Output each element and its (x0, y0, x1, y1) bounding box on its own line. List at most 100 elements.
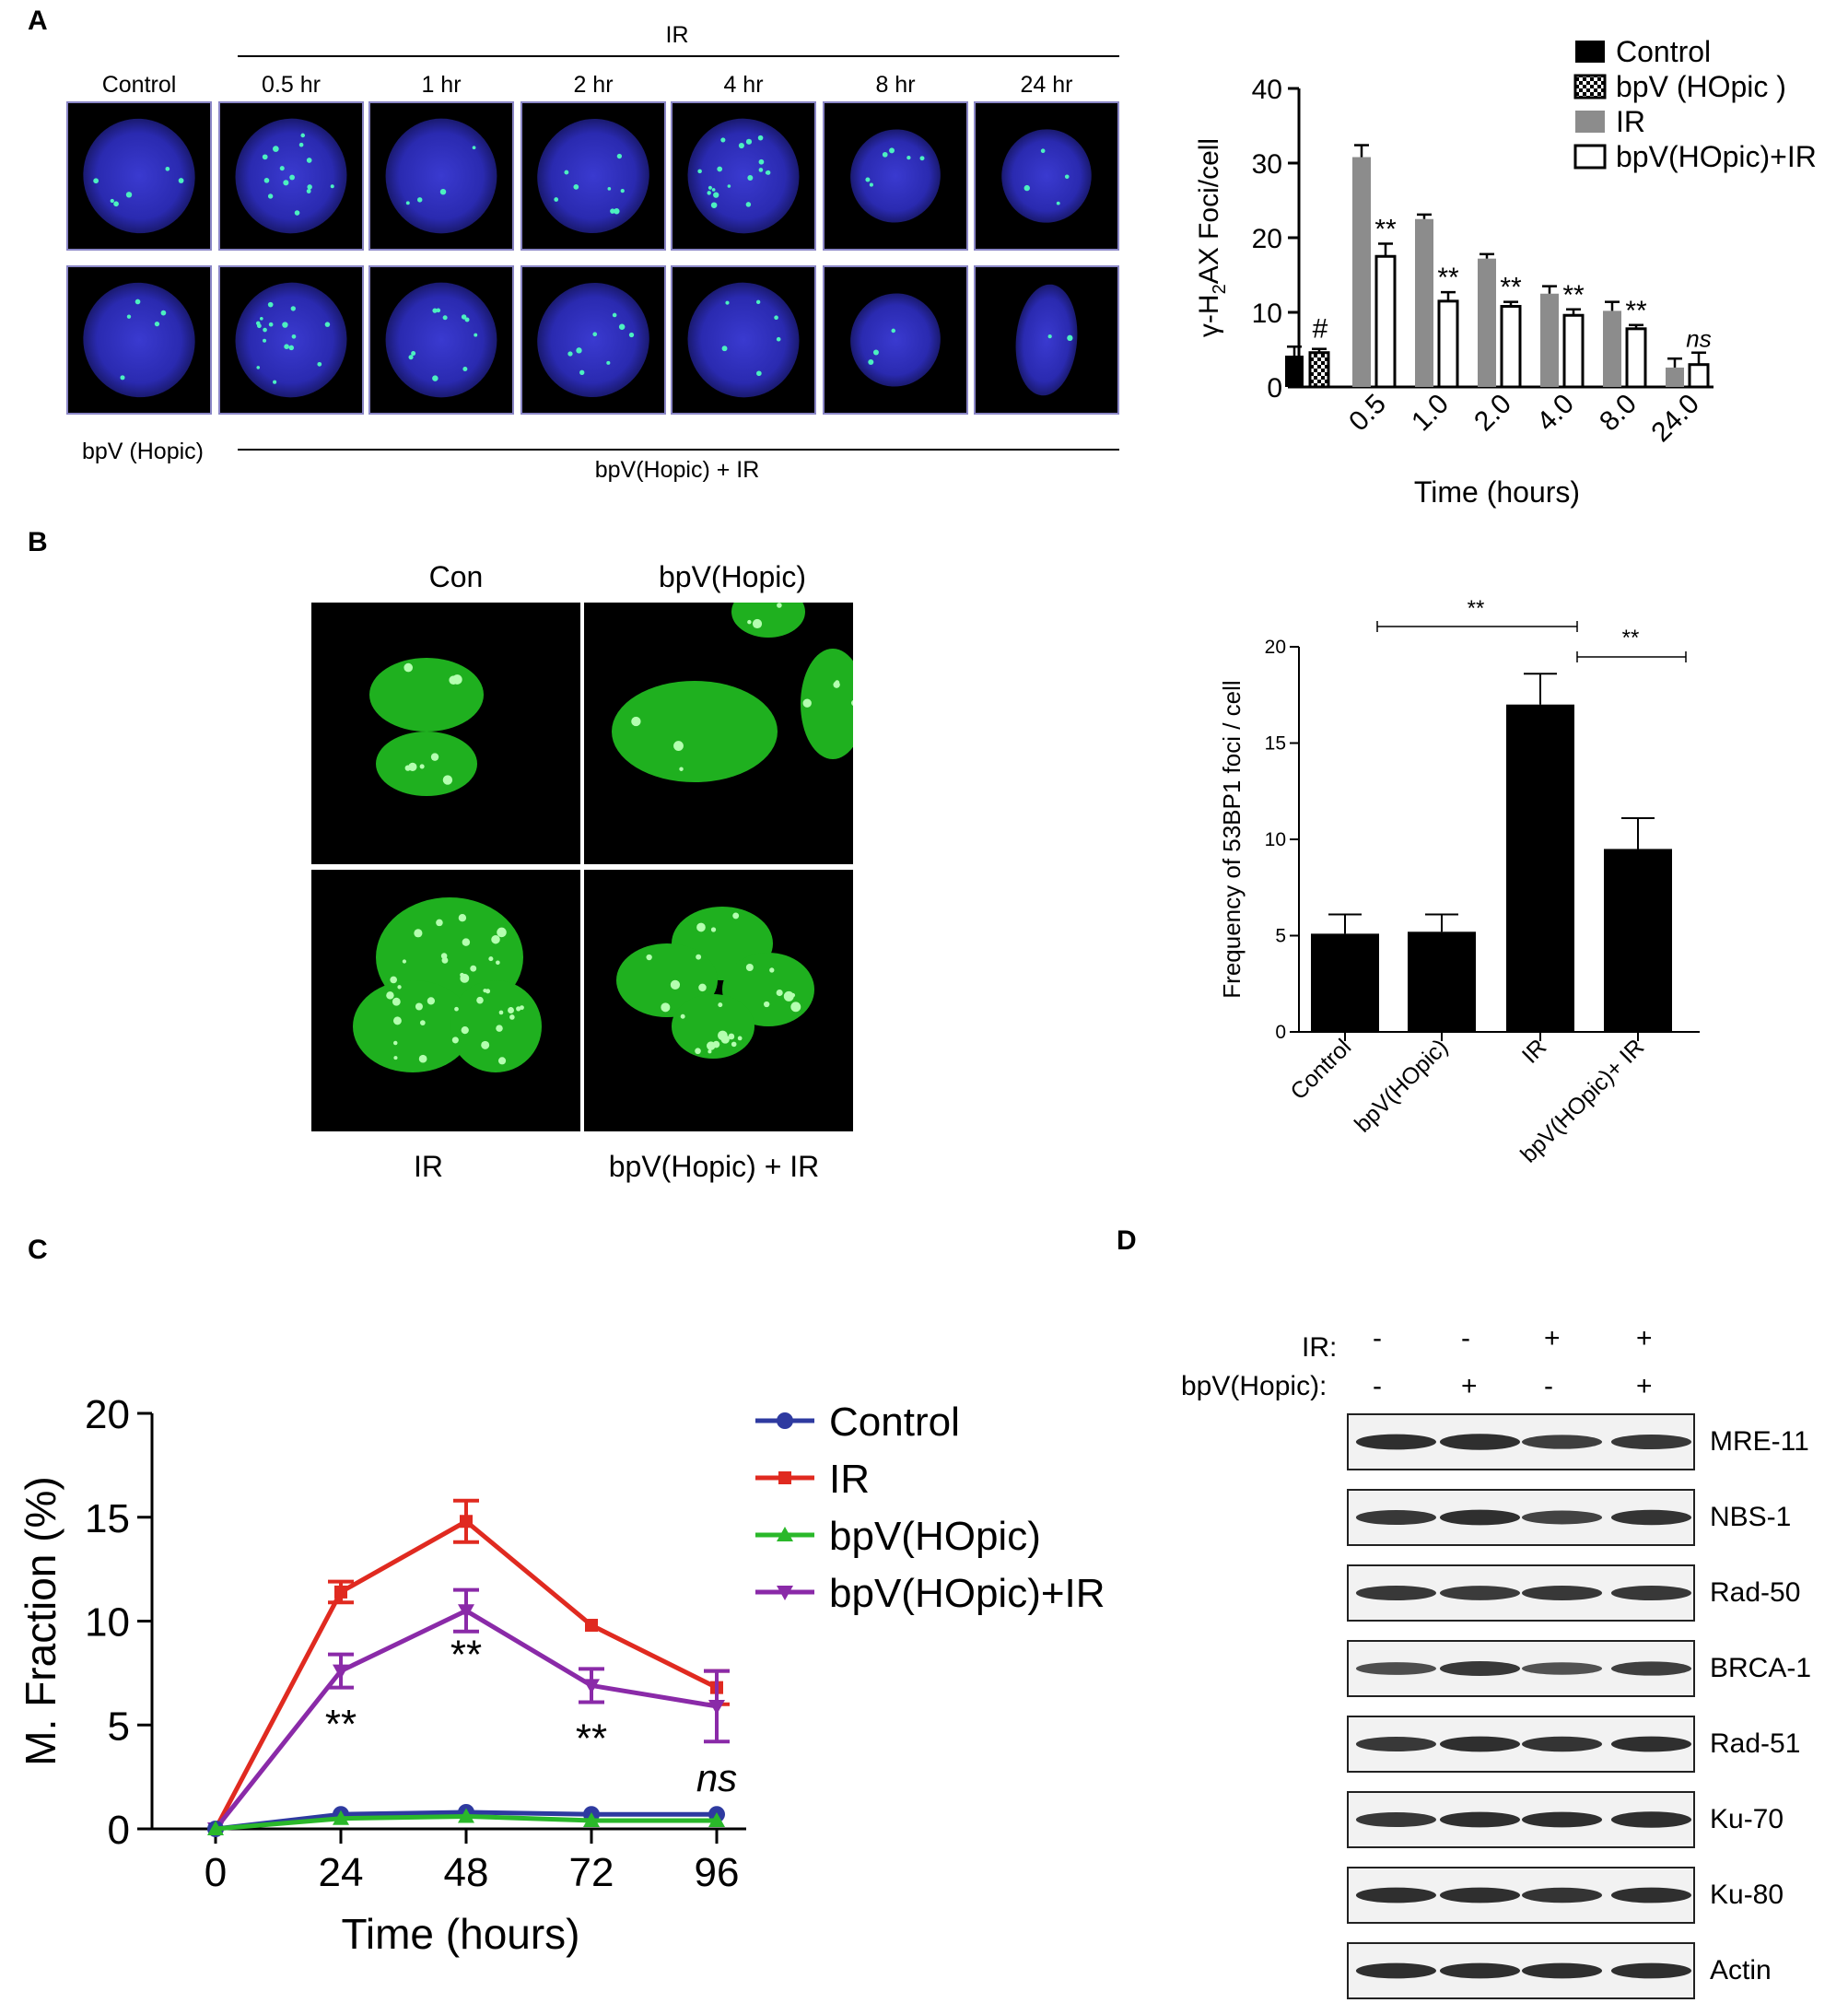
focus-dot (708, 1049, 712, 1054)
significance-mark: ** (450, 1632, 482, 1677)
focus-dot (567, 351, 573, 357)
focus-dot (496, 1025, 503, 1032)
micrograph-cell (974, 265, 1119, 415)
focus-dot (802, 698, 812, 708)
nucleus (83, 282, 195, 398)
focus-dot (432, 308, 438, 313)
focus-dot (756, 370, 762, 377)
focus-dot (776, 336, 781, 342)
panel-label-d: D (1117, 1225, 1137, 1256)
protein-band (1521, 1510, 1603, 1525)
focus-dot (697, 169, 702, 174)
focus-dot (790, 992, 796, 998)
focus-dot (755, 299, 761, 305)
focus-dot (519, 1005, 524, 1011)
focus-dot (483, 989, 487, 993)
focus-dot (737, 1036, 743, 1041)
focus-dot (461, 314, 467, 320)
ir-header-label: IR (665, 22, 689, 48)
focus-dot (498, 1010, 504, 1015)
focus-dot (290, 306, 296, 311)
focus-dot (462, 366, 468, 371)
significance-mark: ** (1500, 273, 1522, 303)
y-tick-label: 30 (1252, 149, 1282, 180)
focus-dot (397, 985, 402, 990)
label-bpv: bpV(Hopic) (658, 560, 807, 593)
nucleus (385, 118, 497, 234)
protein-band (1610, 1434, 1692, 1450)
nucleus (687, 118, 800, 234)
data-point (333, 1810, 349, 1825)
focus-dot (165, 166, 170, 171)
53bp1-foci-chart: 0 5 10 15 20 Frequency of 53BP1 foci / cell Co… (1218, 596, 1700, 1168)
protein-label: Actin (1710, 1955, 1772, 1985)
focus-dot (1023, 184, 1030, 192)
protein-label: Rad-50 (1710, 1577, 1801, 1608)
focus-dot (405, 201, 410, 205)
data-point (334, 1585, 347, 1599)
focus-dot (774, 315, 778, 321)
significance-mark: ** (1625, 296, 1647, 326)
nucleus (537, 282, 649, 398)
y-tick-label: 40 (1252, 75, 1282, 105)
ir-sign: + (1636, 1323, 1653, 1353)
focus-dot (442, 775, 453, 785)
bpv-ir-header-line (238, 449, 1119, 451)
bpv-row-left-label: bpV (Hopic) (82, 439, 204, 464)
protein-band (1521, 1662, 1603, 1675)
x-tick-label: Control (1285, 1034, 1356, 1105)
ir-header-line (238, 55, 1119, 57)
focus-dot (758, 168, 764, 172)
label-con: Con (428, 560, 484, 593)
focus-dot (673, 741, 684, 751)
data-point (460, 1515, 473, 1529)
micrograph-col-label: 2 hr (573, 72, 614, 98)
nucleus (731, 603, 805, 638)
focus-dot (718, 1002, 723, 1008)
significance-mark: ** (1622, 626, 1640, 650)
micrograph-cell (671, 101, 816, 251)
data-point (333, 1664, 349, 1680)
bar-ir (1666, 367, 1684, 387)
focus-dot (661, 1002, 671, 1013)
focus-dot (154, 321, 160, 327)
focus-dot (419, 764, 425, 769)
focus-dot (835, 680, 840, 685)
y-tick-label: 10 (1265, 829, 1286, 850)
legend-entry: bpV(HOpic) (829, 1514, 1041, 1559)
bar (1506, 704, 1574, 1032)
m-fraction-chart: 0 5 10 15 20 0 24 48 72 96 M. Fraction (%) Time (ho… (17, 1392, 1105, 1958)
focus-dot (606, 360, 611, 365)
legend-swatch (1573, 74, 1607, 100)
bar-bpv-ir (1688, 363, 1710, 389)
focus-dot (618, 323, 626, 330)
focus-dot (731, 1041, 737, 1048)
focus-dot (865, 177, 871, 182)
focus-dot (516, 1006, 521, 1012)
focus-dot (670, 979, 681, 990)
focus-dot (592, 332, 598, 337)
focus-dot (452, 674, 462, 685)
focus-dot (126, 314, 132, 319)
focus-dot (436, 919, 443, 927)
x-tick-label: 48 (444, 1850, 489, 1895)
protein-label: BRCA-1 (1710, 1653, 1812, 1683)
bar-ir (1540, 293, 1559, 387)
micrograph-cell (66, 101, 212, 251)
blot-strip (1347, 1640, 1695, 1697)
micrograph-cell (368, 101, 514, 251)
y-axis-label: Frequency of 53BP1 foci / cell (1218, 680, 1246, 998)
focus-dot (721, 346, 728, 352)
data-point (458, 1604, 474, 1620)
protein-band (1355, 1585, 1436, 1601)
data-point (583, 1811, 600, 1827)
focus-dot (752, 618, 763, 629)
x-tick-label: 96 (695, 1850, 740, 1895)
focus-dot (414, 929, 423, 938)
bpv-sign: + (1636, 1371, 1653, 1401)
focus-dot (393, 1056, 398, 1060)
bar-control (1285, 355, 1304, 387)
protein-band (1439, 1887, 1521, 1903)
focus-dot (758, 158, 765, 165)
protein-band (1439, 1736, 1521, 1752)
